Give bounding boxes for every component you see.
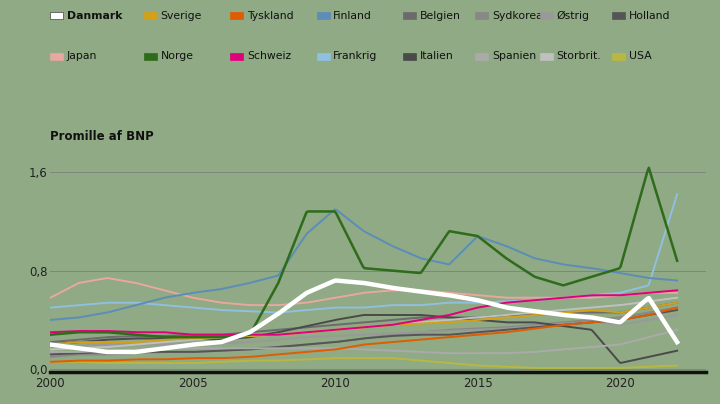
Text: Sydkorea: Sydkorea [492, 11, 542, 21]
Text: Japan: Japan [67, 51, 97, 61]
Text: Storbrit.: Storbrit. [557, 51, 601, 61]
Text: Østrig: Østrig [557, 11, 590, 21]
Text: Belgien: Belgien [420, 11, 461, 21]
Text: Tyskland: Tyskland [247, 11, 294, 21]
Text: Sverige: Sverige [161, 11, 202, 21]
Text: Danmark: Danmark [67, 11, 122, 21]
Text: Frankrig: Frankrig [333, 51, 378, 61]
Text: Italien: Italien [420, 51, 454, 61]
Text: Norge: Norge [161, 51, 194, 61]
Text: USA: USA [629, 51, 652, 61]
Text: Holland: Holland [629, 11, 670, 21]
Text: Schweiz: Schweiz [247, 51, 291, 61]
Text: Spanien: Spanien [492, 51, 536, 61]
Text: Finland: Finland [333, 11, 372, 21]
Text: Promille af BNP: Promille af BNP [50, 130, 154, 143]
